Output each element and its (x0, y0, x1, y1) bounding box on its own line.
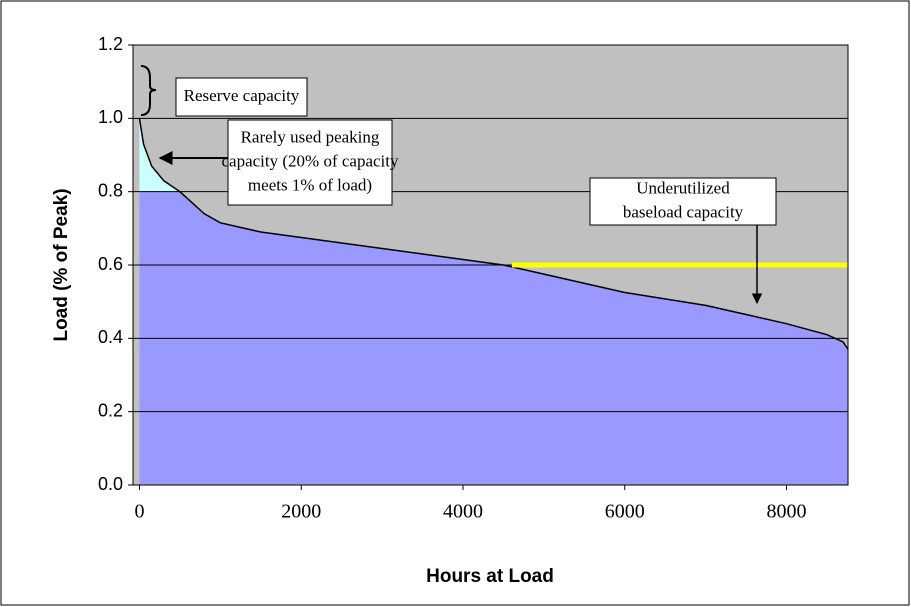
annotation-text: meets 1% of load) (248, 175, 372, 194)
x-tick-label: 8000 (767, 501, 807, 523)
annotation-text: capacity (20% of capacity (222, 151, 399, 170)
x-tick-label: 2000 (281, 501, 321, 523)
brace (140, 65, 157, 116)
y-tick-label: 0.0 (98, 474, 123, 494)
y-tick-label: 1.2 (98, 34, 123, 54)
y-tick-label: 1.0 (98, 107, 123, 127)
annotation-text: Reserve capacity (184, 86, 300, 105)
x-tick-label: 4000 (443, 501, 483, 523)
y-tick-label: 0.6 (98, 254, 123, 274)
annotation-text: Rarely used peaking (241, 127, 380, 146)
x-axis-title: Hours at Load (426, 566, 554, 587)
x-tick-label: 0 (134, 501, 144, 523)
y-tick-label: 0.2 (98, 400, 123, 420)
load-curve (138, 118, 849, 350)
x-tick-label: 6000 (605, 501, 645, 523)
y-tick-label: 0.4 (98, 327, 123, 347)
plot-border (132, 44, 849, 486)
annotation-text: Underutilized (636, 178, 730, 197)
annotation-box (227, 119, 393, 206)
annotation-text: baseload capacity (623, 202, 744, 221)
y-tick-label: 0.8 (98, 180, 123, 200)
y-axis-title: Load (% of Peak) (51, 188, 72, 341)
annotation-box (175, 77, 308, 117)
annotation-box (589, 177, 777, 226)
